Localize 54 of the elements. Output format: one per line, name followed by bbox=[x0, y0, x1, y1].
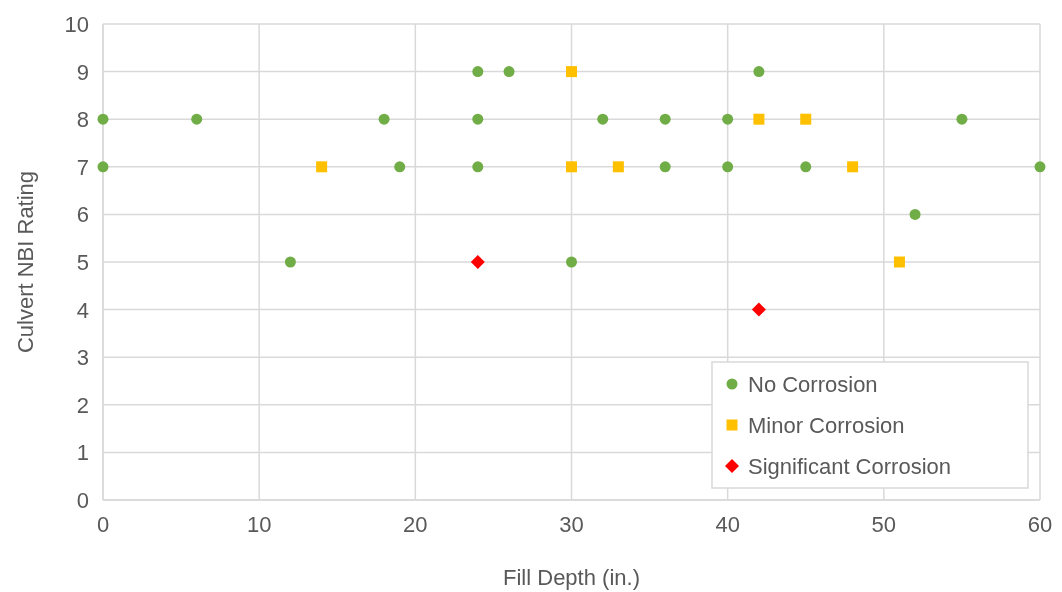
point bbox=[753, 113, 765, 125]
point bbox=[597, 113, 609, 125]
y-tick-label: 0 bbox=[76, 488, 89, 513]
point bbox=[566, 161, 577, 173]
legend-label: Minor Corrosion bbox=[748, 413, 905, 438]
point bbox=[566, 66, 577, 78]
point bbox=[472, 113, 484, 125]
x-tick-label: 0 bbox=[96, 512, 110, 537]
point bbox=[394, 161, 406, 173]
point bbox=[191, 113, 203, 125]
x-tick-label: 40 bbox=[715, 512, 740, 537]
point bbox=[97, 113, 109, 125]
y-tick-label: 6 bbox=[76, 202, 89, 228]
legend-label: No Corrosion bbox=[748, 372, 878, 397]
point bbox=[316, 161, 328, 173]
point bbox=[909, 208, 921, 220]
point bbox=[751, 302, 766, 317]
point bbox=[800, 161, 812, 173]
legend-label: Significant Corrosion bbox=[748, 454, 951, 479]
x-tick-label: 60 bbox=[1027, 512, 1053, 537]
y-tick-label: 2 bbox=[76, 392, 89, 418]
point bbox=[753, 66, 765, 78]
x-tick-label: 50 bbox=[871, 512, 897, 537]
x-axis-title: Fill Depth (in.) bbox=[503, 565, 640, 590]
point bbox=[800, 113, 812, 125]
point bbox=[956, 113, 968, 125]
y-tick-label: 1 bbox=[76, 440, 89, 466]
point bbox=[97, 161, 109, 173]
point bbox=[284, 256, 296, 268]
x-tick-label: 10 bbox=[246, 512, 272, 537]
point bbox=[847, 161, 859, 173]
point bbox=[659, 161, 671, 173]
y-tick-label: 10 bbox=[64, 12, 89, 37]
point bbox=[470, 255, 485, 269]
point bbox=[893, 256, 905, 268]
point bbox=[659, 113, 671, 125]
point bbox=[472, 66, 484, 78]
y-tick-label: 9 bbox=[76, 59, 89, 85]
y-tick-label: 3 bbox=[76, 345, 89, 371]
y-axis-title: Culvert NBI Rating bbox=[13, 170, 38, 354]
y-tick-label: 4 bbox=[76, 297, 89, 323]
point bbox=[503, 66, 515, 78]
point bbox=[378, 113, 390, 125]
y-tick-label: 7 bbox=[76, 154, 89, 180]
point bbox=[566, 256, 577, 268]
point bbox=[612, 161, 624, 173]
point bbox=[472, 161, 484, 173]
x-tick-label: 30 bbox=[559, 512, 584, 537]
y-tick-label: 5 bbox=[76, 250, 89, 275]
point bbox=[722, 113, 734, 125]
x-tick-label: 20 bbox=[403, 512, 428, 537]
point bbox=[722, 161, 734, 173]
point bbox=[1034, 161, 1046, 173]
y-tick-label: 8 bbox=[76, 107, 89, 133]
